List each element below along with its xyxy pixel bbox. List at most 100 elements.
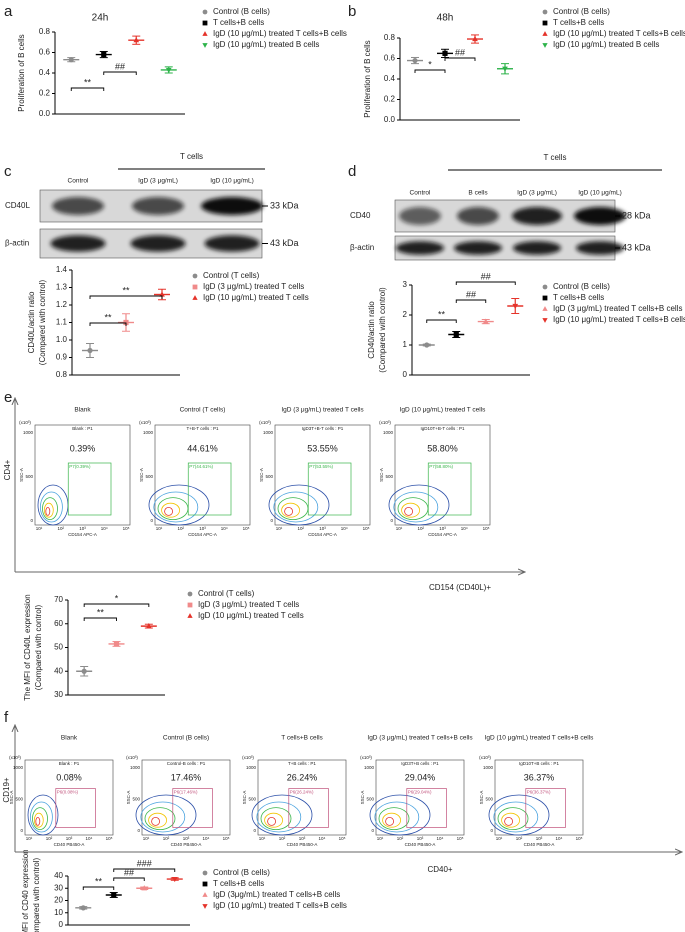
y-tick-label: 60 (54, 619, 63, 628)
flow-y-tick-label: 1000 (364, 765, 375, 770)
marker (111, 892, 117, 898)
y-tick-label: 50 (54, 643, 63, 652)
flow-x-tick-label: 10¹ (396, 526, 403, 531)
flow-plot-header: Control-B cells : P1 (167, 761, 206, 766)
blot-band (396, 241, 444, 255)
y-axis-label: CD40L/actin ratio (27, 291, 36, 353)
flow-plot-ylabel: SSC-A (139, 468, 144, 482)
flow-percent: 17.46% (171, 772, 202, 782)
legend-marker (542, 295, 548, 301)
flow-x-tick-label: 10⁴ (437, 836, 444, 841)
y-axis-label-note: (Compared with control) (34, 604, 43, 690)
y-tick-label: 0.8 (56, 370, 68, 379)
contour (267, 817, 277, 826)
flow-plot-ylabel: SSC-A (19, 468, 24, 482)
flow-x-tick-label: 10² (177, 526, 184, 531)
flow-x-tick-label: 10⁴ (461, 526, 468, 531)
y-tick-label: 40 (54, 871, 63, 880)
contour (33, 812, 44, 828)
legend-marker (202, 870, 208, 876)
y-tick-label: 0.9 (56, 353, 68, 362)
blot-band (50, 235, 106, 252)
contour (148, 812, 168, 828)
significance-bracket (83, 617, 117, 621)
panel-label: e (4, 389, 12, 406)
flow-y-unit: (x10³) (360, 755, 372, 760)
flow-plot-title: Blank (74, 407, 91, 414)
flow-x-tick-label: 10⁵ (576, 836, 583, 841)
significance-label: * (428, 59, 432, 69)
y-axis-label: The MFI of CD40L expression (23, 594, 32, 700)
marker (145, 623, 152, 629)
contour (493, 801, 539, 833)
flow-plot-box (494, 759, 584, 836)
blot-column-label: IgD (3 μg/mL) (138, 178, 178, 185)
contour (251, 794, 313, 836)
legend-label: T cells+B cells (553, 293, 604, 302)
y-tick-label: 30 (54, 690, 63, 699)
flow-x-tick-label: 10² (417, 526, 424, 531)
contour (374, 801, 420, 833)
flow-plot-header: T+B-T cells : P1 (186, 426, 219, 431)
y-tick-label: 2 (403, 310, 408, 319)
flow-y-tick-label: 0 (270, 518, 273, 523)
significance-label: ** (97, 607, 105, 617)
legend-label: Control (T cells) (198, 589, 255, 598)
flow-percent: 53.55% (307, 443, 338, 453)
legend-marker (542, 318, 548, 323)
flow-y-tick-label: 500 (15, 797, 23, 802)
gate-label: P7(58.80%) (429, 464, 453, 469)
significance-bracket (70, 87, 105, 91)
panel-label: c (4, 163, 12, 180)
flow-y-tick-label: 0 (150, 518, 153, 523)
flow-y-tick-label: 1000 (13, 765, 24, 770)
contour (161, 502, 181, 518)
significance-label: ** (95, 876, 103, 886)
contour (393, 491, 439, 523)
flow-x-tick-label: 10¹ (143, 836, 150, 841)
significance-label: ** (104, 312, 112, 322)
marker (87, 347, 93, 354)
flow-y-tick-label: 0 (253, 828, 256, 833)
marker (165, 67, 172, 74)
blot-band (454, 241, 502, 255)
flow-x-tick-label: 10⁴ (556, 836, 563, 841)
flow-x-tick-label: 10⁴ (341, 526, 348, 531)
flow-plot-header: T+B cells : P1 (288, 761, 316, 766)
legend-label: IgD (10 μg/mL) treated T cells+B cells (553, 29, 685, 38)
gate (427, 462, 472, 516)
flow-x-tick-label: 10³ (199, 526, 206, 531)
flow-x-tick-label: 10² (279, 836, 286, 841)
marker (123, 319, 129, 326)
panel-label: f (4, 709, 9, 726)
legend-label: IgD (3 μg/mL) treated T cells (198, 600, 299, 609)
legend-label: IgD (10 μg/mL) treated T cells+B cells (553, 315, 685, 324)
flow-x-tick-label: 10⁵ (483, 526, 490, 531)
blot-group-label: T cells (544, 153, 567, 162)
marker (159, 291, 165, 297)
marker (482, 318, 489, 324)
y-tick-label: 1.0 (56, 335, 68, 344)
flow-plot-title: T cells+B cells (281, 735, 323, 742)
legend-marker (202, 9, 208, 15)
flow-y-tick-label: 500 (248, 797, 256, 802)
legend-label: T cells+B cells (213, 18, 264, 27)
contour (369, 794, 431, 836)
contour (497, 807, 529, 830)
marker (502, 66, 508, 72)
contour (378, 807, 410, 830)
flow-x-tick-label: 10³ (319, 526, 326, 531)
flow-x-tick-label: 10³ (536, 836, 543, 841)
flow-plot-title: Blank (61, 735, 78, 742)
flow-plot-xlabel: CD154 APC-A (68, 532, 97, 537)
flow-y-tick-label: 1000 (483, 765, 494, 770)
flow-y-tick-label: 500 (366, 797, 374, 802)
flow-x-tick-label: 10² (516, 836, 523, 841)
flow-percent: 0.39% (70, 443, 96, 453)
flow-plot-xlabel: CD154 APC-A (308, 532, 337, 537)
flow-plot-header: IgD3T+B cells : P1 (401, 761, 439, 766)
flow-x-tick-label: 10⁵ (457, 836, 464, 841)
contour (281, 502, 301, 518)
marker (80, 905, 86, 911)
contour (260, 807, 292, 830)
